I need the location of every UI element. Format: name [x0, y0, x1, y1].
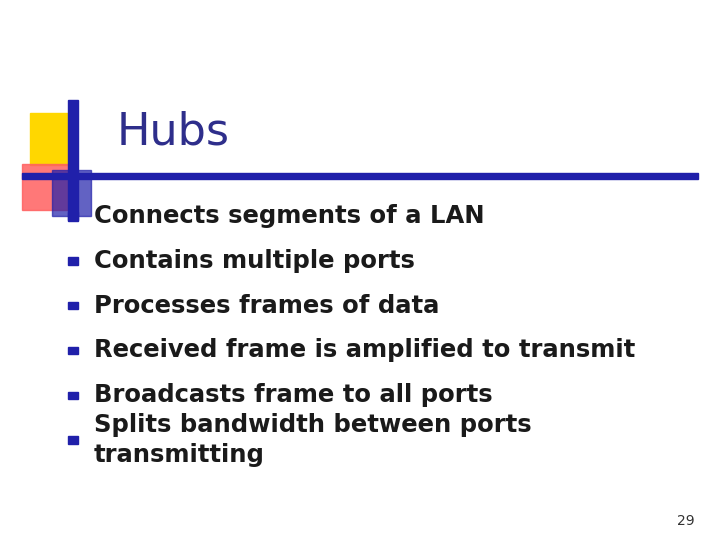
Text: Received frame is amplified to transmit: Received frame is amplified to transmit: [94, 339, 635, 362]
Text: Connects segments of a LAN: Connects segments of a LAN: [94, 204, 485, 228]
Bar: [22, 173, 698, 179]
Text: Broadcasts frame to all ports: Broadcasts frame to all ports: [94, 383, 492, 407]
Text: Hubs: Hubs: [117, 111, 230, 154]
Bar: [22, 164, 72, 210]
Bar: [68, 212, 78, 220]
Bar: [68, 392, 78, 399]
Text: Contains multiple ports: Contains multiple ports: [94, 249, 415, 273]
Bar: [68, 436, 78, 444]
Bar: [52, 170, 91, 216]
Text: Splits bandwidth between ports
transmitting: Splits bandwidth between ports transmitt…: [94, 413, 531, 467]
Bar: [30, 113, 75, 165]
Bar: [68, 100, 78, 221]
Text: 29: 29: [678, 514, 695, 528]
Bar: [68, 347, 78, 354]
Bar: [68, 257, 78, 265]
Bar: [68, 302, 78, 309]
Text: Processes frames of data: Processes frames of data: [94, 294, 439, 318]
